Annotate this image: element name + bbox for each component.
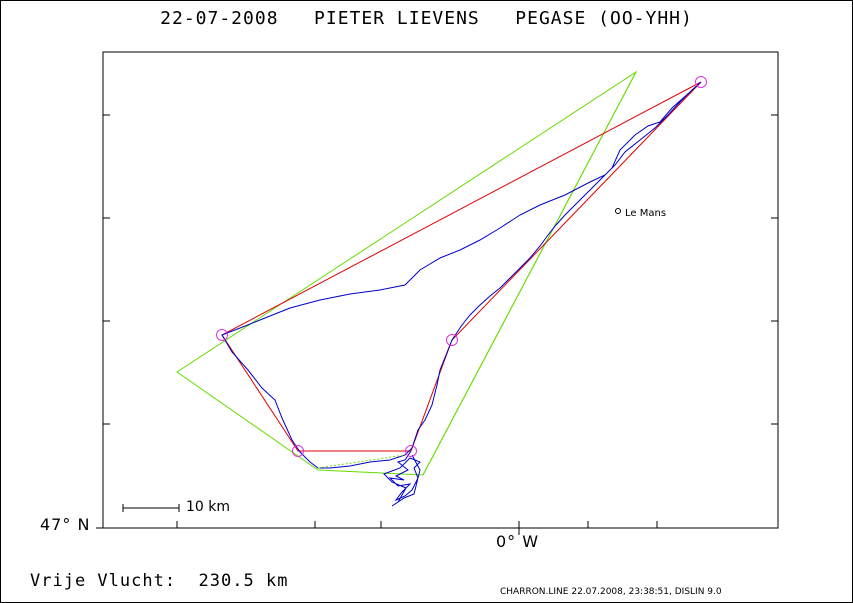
turnpoint-marker (695, 76, 707, 88)
scale-bar (122, 504, 180, 512)
glider-name: PEGASE (OO-YHH) (515, 8, 693, 29)
scale-label: 10 km (186, 499, 231, 515)
flight-date: 22-07-2008 (160, 8, 279, 29)
track-segment-dotted (317, 454, 406, 469)
task-route (221, 81, 702, 452)
footer-info: CHARRON.LINE 22.07.2008, 23:38:51, DISLI… (500, 587, 722, 597)
bottom-axis-ticks (176, 521, 658, 528)
left-axis-ticks (103, 114, 110, 425)
map-plot-area (102, 51, 779, 529)
longitude-label: 0° W (496, 532, 540, 551)
distance-summary: Vrije Vlucht: 230.5 km (30, 571, 288, 591)
latitude-label: 47° N (40, 515, 91, 534)
turnpoint-marker (292, 445, 304, 457)
sector-triangle (176, 70, 638, 476)
local-track (383, 450, 421, 507)
turnpoint-marker (216, 329, 228, 341)
city-marker-icon (615, 208, 621, 214)
turnpoints (216, 76, 707, 457)
sector-triangle-edge (422, 71, 637, 476)
turnpoint-marker (446, 334, 458, 346)
distance-value: 230.5 km (198, 571, 289, 591)
flight-track (221, 81, 702, 469)
city-label: Le Mans (625, 208, 667, 219)
pilot-name: PIETER LIEVENS (314, 8, 480, 29)
distance-label: Vrije Vlucht: (30, 571, 177, 591)
turnpoint-marker (405, 445, 417, 457)
right-axis-ticks (771, 114, 778, 425)
page-title: 22-07-2008 PIETER LIEVENS PEGASE (OO-YHH… (0, 8, 853, 29)
